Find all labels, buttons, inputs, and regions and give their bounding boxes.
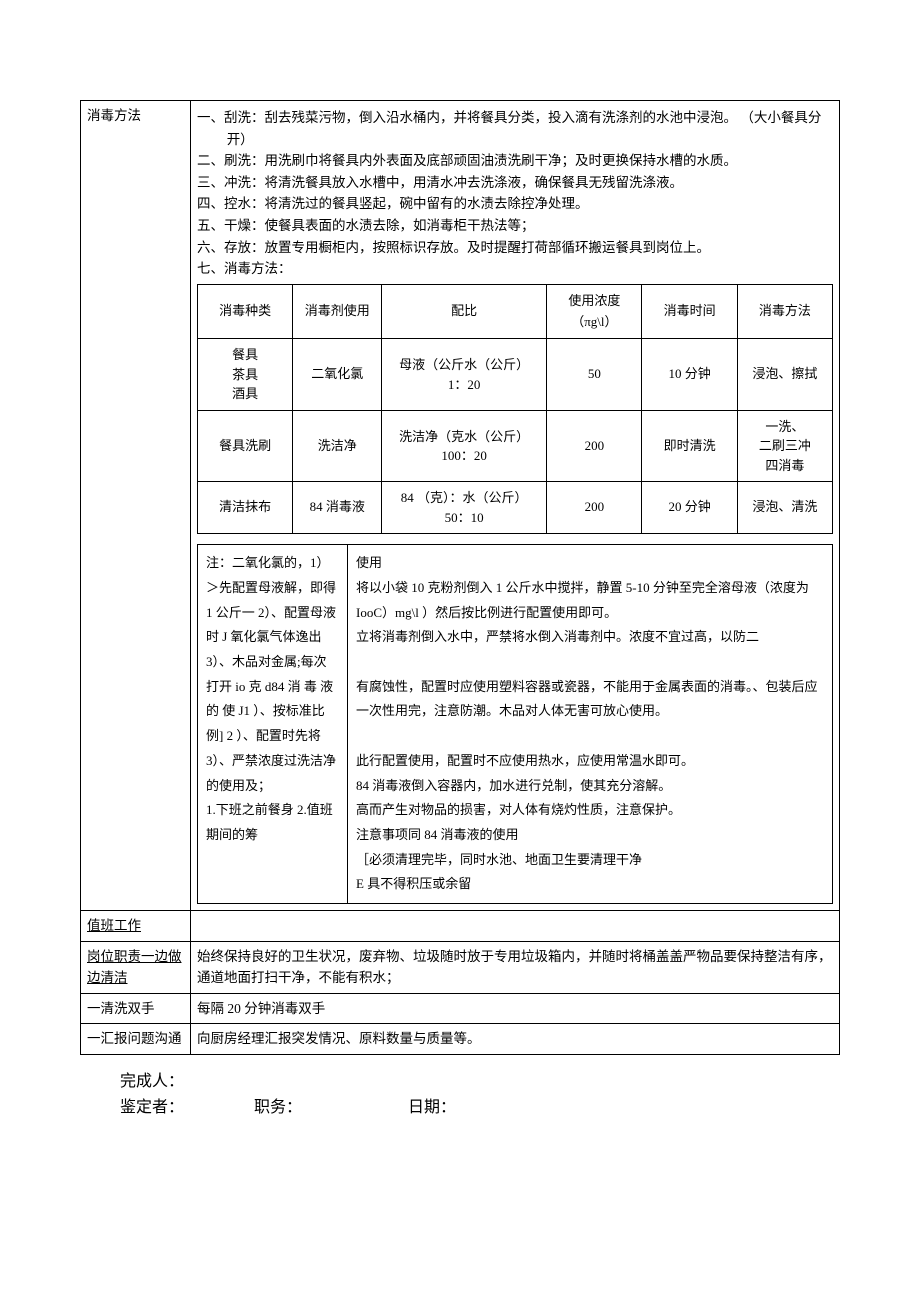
r3-ratio: 84 （克）：水（公斤）50：10 xyxy=(382,482,547,534)
label-post-link[interactable]: 岗位职责一边做边清洁 xyxy=(87,949,182,986)
step-5: 五、干燥：使餐具表面的水渍去除，如消毒柜干热法等； xyxy=(197,215,833,237)
step-7: 七、消毒方法： xyxy=(197,258,833,280)
footer-position: 职务： xyxy=(254,1095,404,1121)
r1-ratio: 母液（公斤水（公斤）1：20 xyxy=(382,339,547,411)
th-time: 消毒时间 xyxy=(642,284,737,339)
th-agent: 消毒剂使用 xyxy=(293,284,382,339)
label-duty: 值班工作 xyxy=(81,910,191,941)
row-post: 岗位职责一边做边清洁 始终保持良好的卫生状况，废弃物、垃圾随时放于专用垃圾箱内，… xyxy=(81,941,840,993)
main-table: 消毒方法 一、刮洗：刮去残菜污物，倒入沿水桶内，并将餐具分类，投入滴有洗涤剂的水… xyxy=(80,100,840,1055)
th-method: 消毒方法 xyxy=(737,284,832,339)
r3-conc: 200 xyxy=(547,482,642,534)
step-1: 一、刮洗：刮去残菜污物，倒入沿水桶内，并将餐具分类，投入滴有洗涤剂的水池中浸泡。… xyxy=(197,107,833,150)
row-disinfection: 消毒方法 一、刮洗：刮去残菜污物，倒入沿水桶内，并将餐具分类，投入滴有洗涤剂的水… xyxy=(81,101,840,911)
th-type: 消毒种类 xyxy=(198,284,293,339)
r2-method: 一洗、二刷三冲四消毒 xyxy=(737,410,832,482)
content-wash: 每隔 20 分钟消毒双手 xyxy=(191,993,840,1024)
r2-type: 餐具洗刷 xyxy=(198,410,293,482)
footer-completed-by: 完成人： xyxy=(120,1069,840,1095)
r3-type: 清洁抹布 xyxy=(198,482,293,534)
inner-row-3: 清洁抹布 84 消毒液 84 （克）：水（公斤）50：10 200 20 分钟 … xyxy=(198,482,833,534)
content-duty xyxy=(191,910,840,941)
notes-right: 使用将以小袋 10 克粉剂倒入 1 公斤水中搅拌，静置 5-10 分钟至完全溶母… xyxy=(348,545,833,904)
row-report: 一汇报问题沟通 向厨房经理汇报突发情况、原料数量与质量等。 xyxy=(81,1024,840,1055)
label-disinfection: 消毒方法 xyxy=(81,101,191,911)
disinfection-inner-table: 消毒种类 消毒剂使用 配比 使用浓度 （πg\l） 消毒时间 消毒方法 xyxy=(197,284,833,535)
th-ratio: 配比 xyxy=(382,284,547,339)
r3-method: 浸泡、清洗 xyxy=(737,482,832,534)
content-disinfection: 一、刮洗：刮去残菜污物，倒入沿水桶内，并将餐具分类，投入滴有洗涤剂的水池中浸泡。… xyxy=(191,101,840,911)
row-wash: 一清洗双手 每隔 20 分钟消毒双手 xyxy=(81,993,840,1024)
r2-agent: 洗洁净 xyxy=(293,410,382,482)
row-duty: 值班工作 xyxy=(81,910,840,941)
step-4: 四、控水：将清洗过的餐具竖起，碗中留有的水渍去除控净处理。 xyxy=(197,193,833,215)
r2-time: 即时清洗 xyxy=(642,410,737,482)
footer-date: 日期： xyxy=(408,1095,456,1121)
r1-conc: 50 xyxy=(547,339,642,411)
step-2: 二、刷洗：用洗刷巾将餐具内外表面及底部顽固油渍洗刷干净；及时更换保持水槽的水质。 xyxy=(197,150,833,172)
inner-row-2: 餐具洗刷 洗洁净 洗洁净（克水（公斤）100：20 200 即时清洗 一洗、二刷… xyxy=(198,410,833,482)
content-report: 向厨房经理汇报突发情况、原料数量与质量等。 xyxy=(191,1024,840,1055)
step-3: 三、冲洗：将清洗餐具放入水槽中，用清水冲去洗涤液，确保餐具无残留洗涤液。 xyxy=(197,172,833,194)
r1-type: 餐具茶具酒具 xyxy=(198,339,293,411)
label-post: 岗位职责一边做边清洁 xyxy=(81,941,191,993)
disinfection-notes-table: 注：二氧化氯的，1）＞先配置母液解，即得 1 公斤一 2）、配置母液时 J 氧化… xyxy=(197,544,833,904)
r1-method: 浸泡、擦拭 xyxy=(737,339,832,411)
label-report: 一汇报问题沟通 xyxy=(81,1024,191,1055)
r1-time: 10 分钟 xyxy=(642,339,737,411)
r2-ratio: 洗洁净（克水（公斤）100：20 xyxy=(382,410,547,482)
r3-agent: 84 消毒液 xyxy=(293,482,382,534)
footer-reviewer: 鉴定者： xyxy=(120,1095,250,1121)
r1-agent: 二氧化氯 xyxy=(293,339,382,411)
footer: 完成人： 鉴定者： 职务： 日期： xyxy=(80,1069,840,1120)
label-duty-link[interactable]: 值班工作 xyxy=(87,918,141,933)
label-wash: 一清洗双手 xyxy=(81,993,191,1024)
content-post: 始终保持良好的卫生状况，废弃物、垃圾随时放于专用垃圾箱内，并随时将桶盖盖严物品要… xyxy=(191,941,840,993)
inner-row-1: 餐具茶具酒具 二氧化氯 母液（公斤水（公斤）1：20 50 10 分钟 浸泡、擦… xyxy=(198,339,833,411)
r2-conc: 200 xyxy=(547,410,642,482)
notes-left: 注：二氧化氯的，1）＞先配置母液解，即得 1 公斤一 2）、配置母液时 J 氧化… xyxy=(198,545,348,904)
step-6: 六、存放：放置专用橱柜内，按照标识存放。及时提醒打荷部循环搬运餐具到岗位上。 xyxy=(197,237,833,259)
r3-time: 20 分钟 xyxy=(642,482,737,534)
th-conc: 使用浓度 （πg\l） xyxy=(547,284,642,339)
